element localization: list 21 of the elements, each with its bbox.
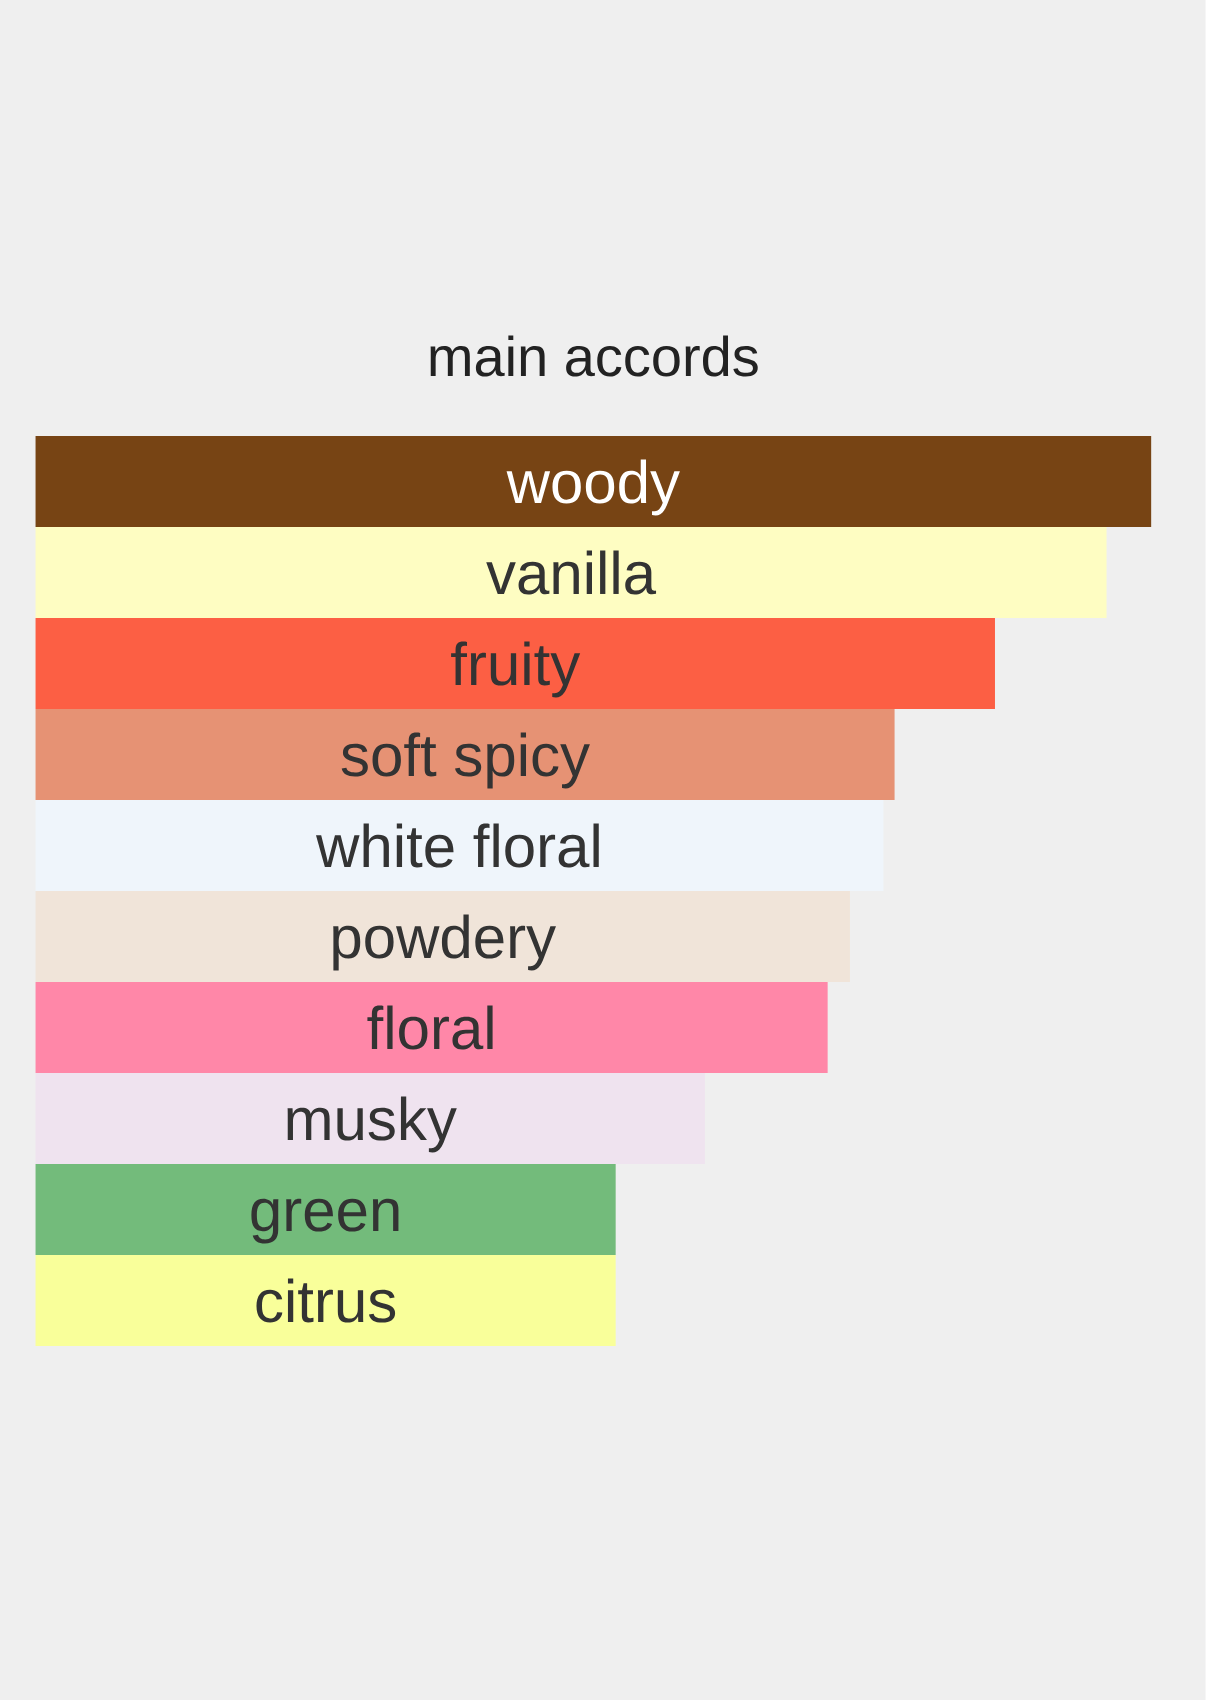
y-tick-label: citrus: [256, 1278, 396, 1323]
y-tick-label: fruity: [451, 641, 581, 698]
chart-title: main accords: [430, 335, 758, 377]
y-tick-label: floral: [367, 1005, 493, 1050]
y-tick-label: vanilla: [486, 550, 657, 595]
y-tick-label: white floral: [316, 823, 599, 868]
bar: [35, 526, 1107, 618]
y-tick-label: green: [251, 1198, 399, 1244]
y-tick-label: woody: [506, 459, 681, 516]
bar: [35, 435, 1152, 527]
y-tick-label: powdery: [333, 914, 557, 971]
y-tick-label: musky: [287, 1096, 458, 1153]
bar: [35, 981, 828, 1073]
bar: [35, 708, 895, 800]
bar: [35, 799, 884, 891]
bar: [35, 1255, 616, 1346]
bar: [35, 1073, 706, 1164]
bar: [35, 891, 851, 982]
y-tick-label: soft spicy: [341, 732, 591, 789]
bar: [35, 617, 996, 709]
bar: [35, 1164, 616, 1255]
